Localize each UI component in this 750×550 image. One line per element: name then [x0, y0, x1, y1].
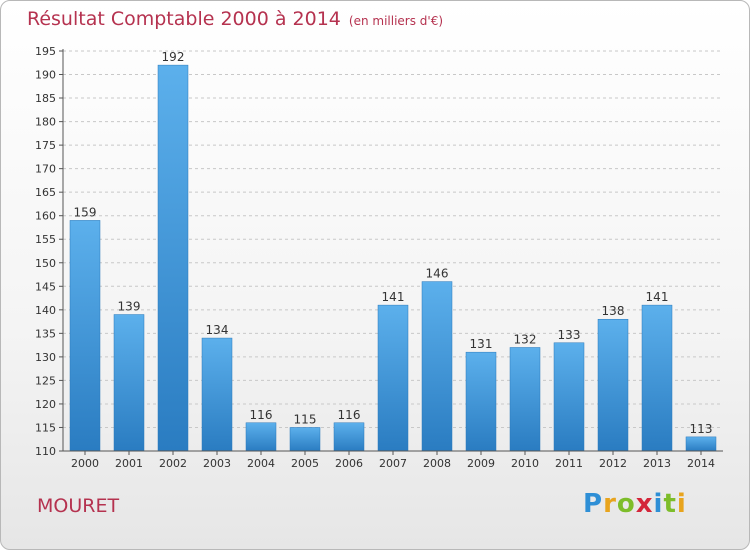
y-tick-label: 190 — [35, 69, 56, 82]
y-tick-label: 155 — [35, 233, 56, 246]
logo-letter: r — [603, 489, 617, 519]
bar — [69, 220, 101, 452]
bar — [597, 318, 629, 452]
bar — [333, 422, 365, 452]
y-tick-label: 130 — [35, 351, 56, 364]
x-tick-label: 2001 — [115, 457, 143, 470]
commune-name: MOURET — [37, 495, 120, 517]
x-tick-label: 2005 — [291, 457, 319, 470]
value-label: 134 — [206, 323, 229, 337]
x-tick-label: 2013 — [643, 457, 671, 470]
value-label: 116 — [338, 408, 361, 422]
x-tick-label: 2007 — [379, 457, 407, 470]
x-tick-label: 2009 — [467, 457, 495, 470]
logo-letter: t — [663, 489, 677, 519]
y-tick-label: 145 — [35, 280, 56, 293]
value-label: 113 — [690, 422, 713, 436]
bar — [421, 281, 453, 452]
y-tick-label: 150 — [35, 257, 56, 270]
logo-letter: i — [676, 489, 687, 519]
x-tick-label: 2006 — [335, 457, 363, 470]
y-tick-label: 170 — [35, 163, 56, 176]
value-label: 131 — [470, 337, 493, 351]
y-tick-label: 180 — [35, 116, 56, 129]
y-tick-label: 120 — [35, 398, 56, 411]
value-label: 141 — [646, 290, 669, 304]
value-label: 139 — [118, 300, 141, 314]
x-tick-label: 2000 — [71, 457, 99, 470]
y-tick-label: 195 — [35, 45, 56, 58]
y-tick-label: 175 — [35, 139, 56, 152]
proxiti-logo: Proxiti — [583, 489, 687, 519]
bar — [553, 342, 585, 452]
value-label: 132 — [514, 332, 537, 346]
value-label: 116 — [250, 408, 273, 422]
bar — [377, 304, 409, 452]
logo-letter: P — [583, 489, 604, 519]
chart-title: Résultat Comptable 2000 à 2014 (en millie… — [27, 8, 443, 30]
x-tick-label: 2011 — [555, 457, 583, 470]
value-label: 133 — [558, 328, 581, 342]
y-tick-label: 125 — [35, 374, 56, 387]
chart-subtitle: (en milliers d'€) — [348, 14, 444, 28]
x-tick-label: 2014 — [687, 457, 715, 470]
x-axis-labels: 2000 2001 2002 2003 2004 2005 2006 2007 2008 2009… — [71, 451, 715, 470]
x-tick-label: 2004 — [247, 457, 275, 470]
y-tick-label: 110 — [35, 445, 56, 458]
logo-letter: i — [653, 489, 664, 519]
x-tick-label: 2012 — [599, 457, 627, 470]
x-tick-label: 2010 — [511, 457, 539, 470]
value-label: 138 — [602, 304, 625, 318]
value-label: 159 — [74, 205, 97, 219]
y-tick-label: 135 — [35, 327, 56, 340]
value-label: 115 — [294, 412, 317, 426]
bar — [641, 304, 673, 452]
x-tick-label: 2008 — [423, 457, 451, 470]
bar — [289, 427, 321, 452]
x-tick-label: 2002 — [159, 457, 187, 470]
logo-letter: x — [635, 489, 654, 519]
bar — [685, 436, 717, 452]
x-tick-label: 2003 — [203, 457, 231, 470]
y-tick-label: 165 — [35, 186, 56, 199]
value-labels: 159 139 192 134 116 115 116 141 146 131 132 133 138 1… — [74, 50, 713, 436]
y-axis-ticks: 110 115 120 125 130 135 140 145 150 155 160 165 170 1… — [35, 45, 63, 458]
bars — [69, 64, 717, 452]
bar — [465, 351, 497, 452]
bar — [201, 337, 233, 452]
bar — [245, 422, 277, 452]
value-label: 192 — [162, 50, 185, 64]
logo-letter: o — [616, 489, 636, 519]
value-label: 146 — [426, 267, 449, 281]
y-tick-label: 140 — [35, 304, 56, 317]
bar — [509, 347, 541, 452]
y-tick-label: 185 — [35, 92, 56, 105]
bar — [113, 314, 145, 452]
value-label: 141 — [382, 290, 405, 304]
chart-title-text: Résultat Comptable 2000 à 2014 — [27, 8, 341, 30]
y-tick-label: 160 — [35, 210, 56, 223]
y-tick-label: 115 — [35, 421, 56, 434]
bar — [157, 64, 189, 452]
